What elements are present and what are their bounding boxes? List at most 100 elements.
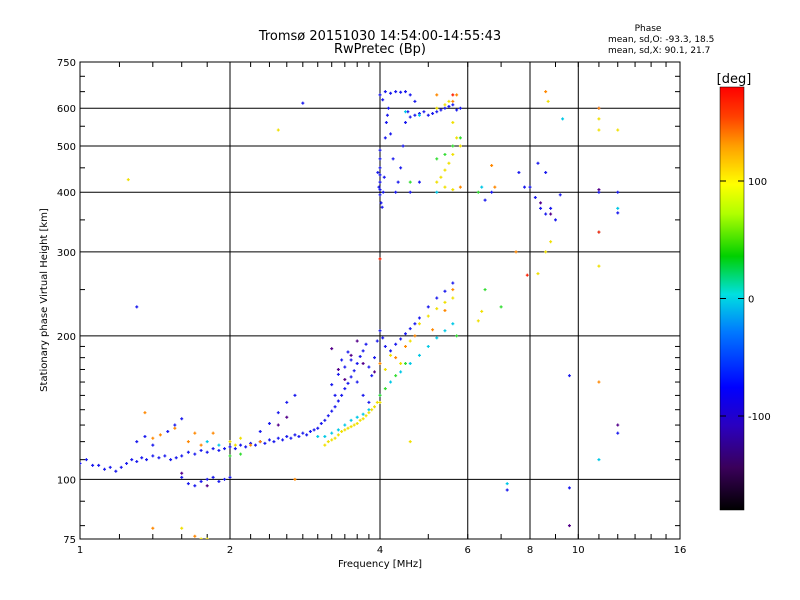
data-point [458, 185, 462, 189]
data-point [355, 421, 359, 425]
phase-stats-title: Phase [635, 24, 662, 34]
y-tick-label: 500 [57, 142, 76, 153]
data-point [490, 190, 494, 194]
data-point [163, 454, 167, 458]
data-point [383, 367, 387, 371]
data-point [597, 188, 601, 192]
data-point [375, 400, 379, 404]
data-point [458, 106, 462, 110]
plot-area [79, 61, 681, 540]
data-point [426, 305, 430, 309]
data-point [97, 463, 101, 467]
data-point [382, 175, 386, 179]
data-point [443, 329, 447, 333]
data-point [205, 484, 209, 488]
data-point [343, 423, 347, 427]
data-point [301, 431, 305, 435]
data-point [376, 170, 380, 174]
data-point [539, 206, 543, 210]
data-point [193, 431, 197, 435]
data-point [119, 465, 123, 469]
colorbar-tick-label: 0 [748, 295, 754, 306]
data-point [361, 361, 365, 365]
data-point [544, 212, 548, 216]
data-point [378, 393, 382, 397]
data-point [546, 99, 550, 103]
data-point [480, 185, 484, 189]
data-point [349, 353, 353, 357]
data-point [455, 93, 459, 97]
data-point [549, 240, 553, 244]
data-point [370, 374, 374, 378]
data-point [426, 344, 430, 348]
data-point [352, 423, 356, 427]
data-point [293, 477, 297, 481]
data-point [451, 188, 455, 192]
data-point [544, 170, 548, 174]
data-point [375, 339, 379, 343]
data-point [193, 484, 197, 488]
data-point [389, 91, 393, 95]
data-point [378, 148, 382, 152]
data-point [370, 408, 374, 412]
data-point [394, 356, 398, 360]
y-tick-label: 200 [57, 332, 76, 343]
data-point [567, 524, 571, 528]
data-point [193, 534, 197, 538]
colorbar-tick-label: 100 [748, 177, 767, 188]
data-point [330, 383, 334, 387]
data-point [367, 400, 371, 404]
data-point [186, 482, 190, 486]
data-point [443, 300, 447, 304]
data-point [435, 180, 439, 184]
data-point [323, 435, 327, 439]
data-point [553, 218, 557, 222]
data-point [217, 448, 221, 452]
data-point [151, 436, 155, 440]
data-point [293, 433, 297, 437]
y-tick-label: 600 [57, 104, 76, 115]
data-point [458, 136, 462, 140]
data-point [367, 411, 371, 415]
y-tick-label: 300 [57, 248, 76, 259]
data-point [373, 370, 377, 374]
data-point [228, 454, 232, 458]
data-point [399, 337, 403, 341]
data-point [312, 428, 316, 432]
data-point [616, 431, 620, 435]
x-tick-label: 8 [527, 545, 533, 556]
data-point [135, 460, 139, 464]
data-point [80, 461, 82, 465]
data-point [364, 414, 368, 418]
data-point [616, 423, 620, 427]
data-point [378, 400, 382, 404]
data-point [272, 440, 276, 444]
data-point [289, 436, 293, 440]
data-point [276, 423, 280, 427]
data-point [431, 111, 435, 115]
data-point [180, 471, 184, 475]
data-point [597, 458, 601, 462]
data-point [383, 344, 387, 348]
data-point [323, 418, 327, 422]
data-point [435, 93, 439, 97]
data-point [319, 421, 323, 425]
data-point [349, 358, 353, 362]
x-tick-label: 6 [465, 545, 471, 556]
data-point [417, 113, 421, 117]
data-point [443, 168, 447, 172]
data-point [401, 144, 405, 148]
y-tick-label: 100 [57, 475, 76, 486]
data-point [525, 273, 529, 277]
data-point [349, 425, 353, 429]
data-point [326, 440, 330, 444]
data-point [228, 440, 232, 444]
data-point [381, 336, 385, 340]
data-point [199, 448, 203, 452]
data-point [483, 198, 487, 202]
data-point [451, 121, 455, 125]
data-point [326, 414, 330, 418]
data-point [349, 375, 353, 379]
data-point [253, 443, 257, 447]
data-point [597, 190, 601, 194]
